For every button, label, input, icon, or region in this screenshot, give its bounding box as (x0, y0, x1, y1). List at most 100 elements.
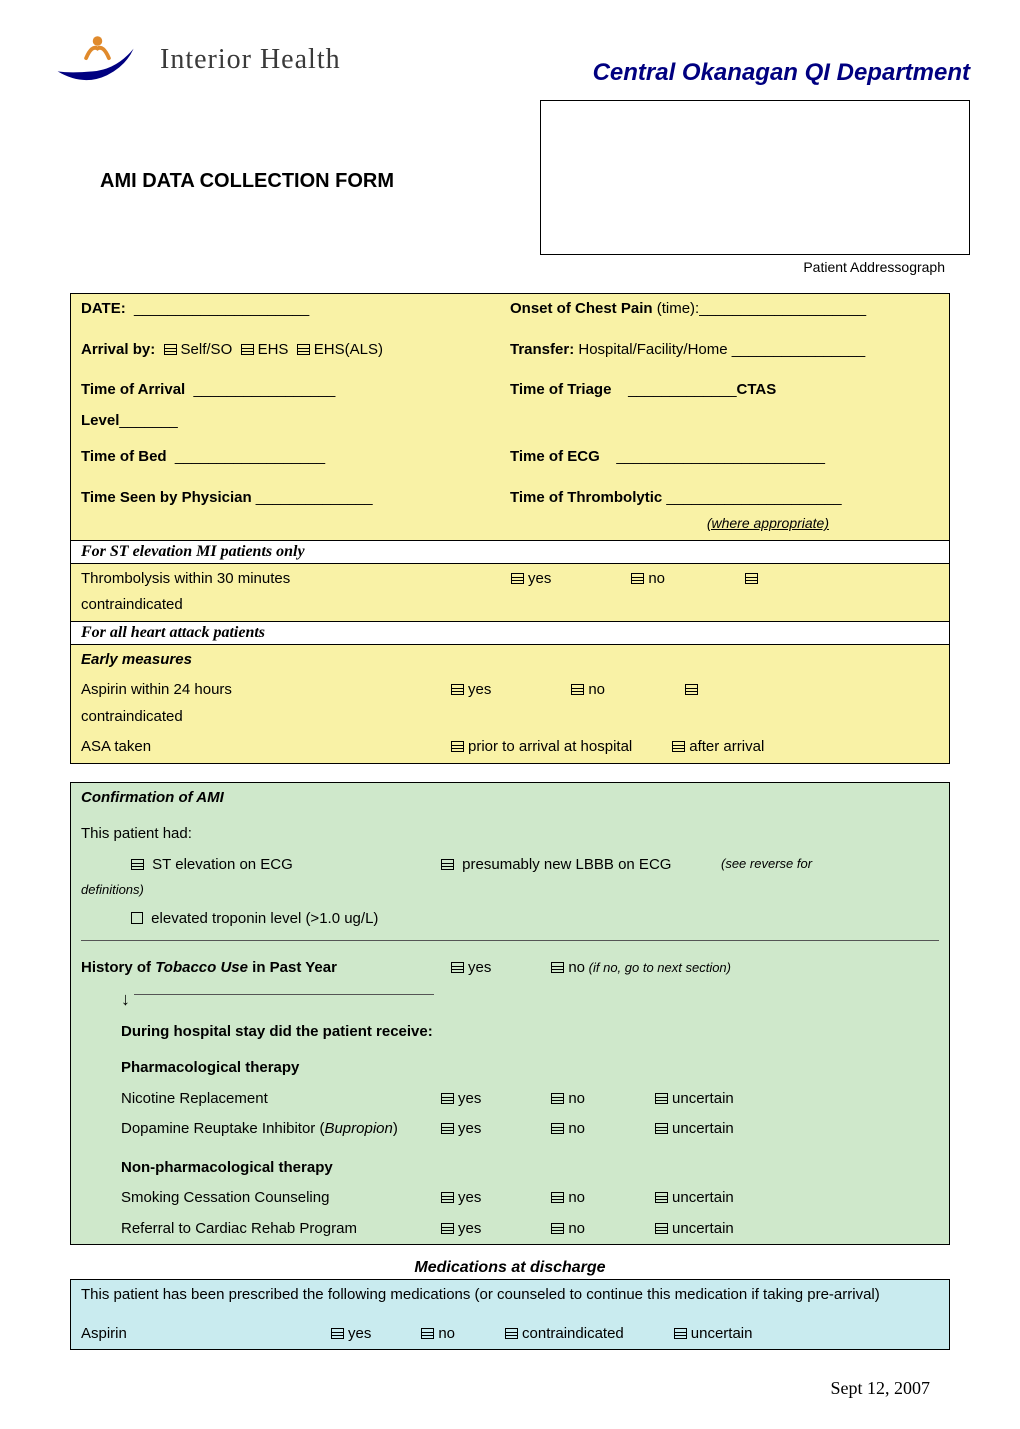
opt-no: no (568, 1220, 585, 1237)
see-reverse: (see reverse for (721, 854, 812, 877)
row-asa: ASA taken prior to arrival at hospital a… (71, 732, 949, 763)
checkbox-icon[interactable] (441, 1093, 454, 1104)
org-name: Interior Health (160, 44, 341, 76)
time-phys: Time Seen by Physician (81, 489, 252, 506)
checkbox-icon[interactable] (551, 1192, 564, 1203)
checkbox-icon[interactable] (451, 741, 464, 752)
checkbox-icon[interactable] (241, 344, 254, 355)
checkbox-icon[interactable] (672, 741, 685, 752)
checkbox-icon[interactable] (131, 912, 143, 924)
checkbox-icon[interactable] (441, 1223, 454, 1234)
time-triage: Time of Triage (510, 381, 611, 398)
st-header: For ST elevation MI patients only (71, 540, 949, 563)
row-date: DATE: _____________________ Onset of Che… (71, 294, 949, 325)
opt-no: no (588, 681, 605, 698)
contraindicated-1: contraindicated (71, 590, 949, 621)
time-thromb: Time of Thrombolytic (510, 489, 662, 506)
checkbox-icon[interactable] (551, 1093, 564, 1104)
row-aspirin24: Aspirin within 24 hours yes no (71, 675, 949, 706)
bupropion-a: Dopamine Reuptake Inhibitor ( (121, 1120, 324, 1137)
checkbox-icon[interactable] (674, 1328, 687, 1339)
opt-uncertain: uncertain (672, 1090, 734, 1107)
checkbox-icon[interactable] (451, 684, 464, 695)
checkbox-icon[interactable] (421, 1328, 434, 1339)
where-appropriate-row: (where appropriate) (71, 509, 949, 540)
checkbox-icon[interactable] (551, 1223, 564, 1234)
addressograph-box (540, 100, 970, 255)
asa-opt2: after arrival (689, 738, 764, 755)
opt-no: no (568, 1189, 585, 1206)
thromb-30-label: Thrombolysis within 30 minutes (81, 568, 451, 591)
checkbox-icon[interactable] (451, 962, 464, 973)
checkbox-icon[interactable] (685, 684, 698, 695)
level-label: Level (81, 412, 119, 429)
opt-yes: yes (468, 681, 491, 698)
asa-opt1: prior to arrival at hospital (468, 738, 632, 755)
confirm-header: Confirmation of AMI (71, 783, 949, 814)
opt-yes: yes (458, 1090, 481, 1107)
contraindicated-2: contraindicated (71, 702, 949, 733)
rehab-label: Referral to Cardiac Rehab Program (121, 1218, 441, 1241)
pharm-header: Pharmacological therapy (71, 1053, 949, 1084)
onset-label: Onset of Chest Pain (510, 300, 653, 317)
meds-title: Medications at discharge (50, 1259, 970, 1277)
counseling-label: Smoking Cessation Counseling (121, 1187, 441, 1210)
checkbox-icon[interactable] (655, 1192, 668, 1203)
checkbox-icon[interactable] (571, 684, 584, 695)
checkbox-icon[interactable] (505, 1328, 518, 1339)
time-arrival: Time of Arrival (81, 381, 185, 398)
checkbox-icon[interactable] (631, 573, 644, 584)
checkbox-icon[interactable] (441, 1192, 454, 1203)
section-green: Confirmation of AMI This patient had: ST… (70, 782, 950, 1246)
checkbox-icon[interactable] (331, 1328, 344, 1339)
checkbox-icon[interactable] (297, 344, 310, 355)
checkbox-icon[interactable] (655, 1093, 668, 1104)
lbbb: presumably new LBBB on ECG (462, 856, 671, 873)
page: Interior Health Central Okanagan QI Depa… (50, 30, 970, 1399)
row-level: Level_______ (71, 406, 949, 437)
row-troponin: elevated troponin level (>1.0 ug/L) (71, 904, 949, 935)
opt-yes: yes (468, 959, 491, 976)
checkbox-icon[interactable] (164, 344, 177, 355)
tobacco-b: Tobacco Use (155, 959, 248, 976)
checkbox-icon[interactable] (511, 573, 524, 584)
checkbox-icon[interactable] (441, 1123, 454, 1134)
opt-no: no (438, 1325, 455, 1342)
opt-yes: yes (458, 1120, 481, 1137)
checkbox-icon[interactable] (655, 1223, 668, 1234)
opt-no: no (568, 1090, 585, 1107)
header: Interior Health Central Okanagan QI Depa… (50, 30, 970, 90)
row-times-2: Time of Bed __________________ Time of E… (71, 442, 949, 473)
arrival-opt-0: Self/SO (181, 341, 233, 358)
date-label: DATE: (81, 300, 126, 317)
asa-taken-label: ASA taken (81, 736, 451, 759)
row-aspirin: Aspirin yes no contraindicated uncertain (71, 1319, 949, 1350)
blue-intro: This patient has been prescribed the fol… (71, 1280, 949, 1311)
opt-uncertain: uncertain (672, 1220, 734, 1237)
time-bed: Time of Bed (81, 448, 167, 465)
tobacco-c: in Past Year (248, 959, 337, 976)
row-rehab: Referral to Cardiac Rehab Program yes no… (71, 1214, 949, 1245)
checkbox-icon[interactable] (551, 962, 564, 973)
dept-name: Central Okanagan QI Department (593, 59, 970, 87)
checkbox-icon[interactable] (441, 859, 454, 870)
bupropion-b: Bupropion (324, 1120, 392, 1137)
checkbox-icon[interactable] (745, 573, 758, 584)
checkbox-icon[interactable] (551, 1123, 564, 1134)
where-appropriate: (where appropriate) (707, 515, 829, 531)
checkbox-icon[interactable] (655, 1123, 668, 1134)
interior-health-logo-icon (50, 30, 145, 90)
arrow-down-icon: ↓ (121, 989, 130, 1009)
tobacco-a: History of (81, 959, 155, 976)
opt-uncertain: uncertain (672, 1189, 734, 1206)
no-skip: (if no, go to next section) (585, 960, 731, 975)
arrival-opt-2: EHS(ALS) (314, 341, 383, 358)
ctas-label: CTAS (737, 381, 777, 398)
checkbox-icon[interactable] (131, 859, 144, 870)
transfer-label: Transfer: (510, 341, 574, 358)
opt-yes: yes (348, 1325, 371, 1342)
opt-yes: yes (458, 1189, 481, 1206)
row-arrival: Arrival by: Self/SO EHS EHS(ALS) Transfe… (71, 335, 949, 366)
row-tobacco: History of Tobacco Use in Past Year yes … (71, 953, 949, 984)
arrival-opt-1: EHS (258, 341, 289, 358)
